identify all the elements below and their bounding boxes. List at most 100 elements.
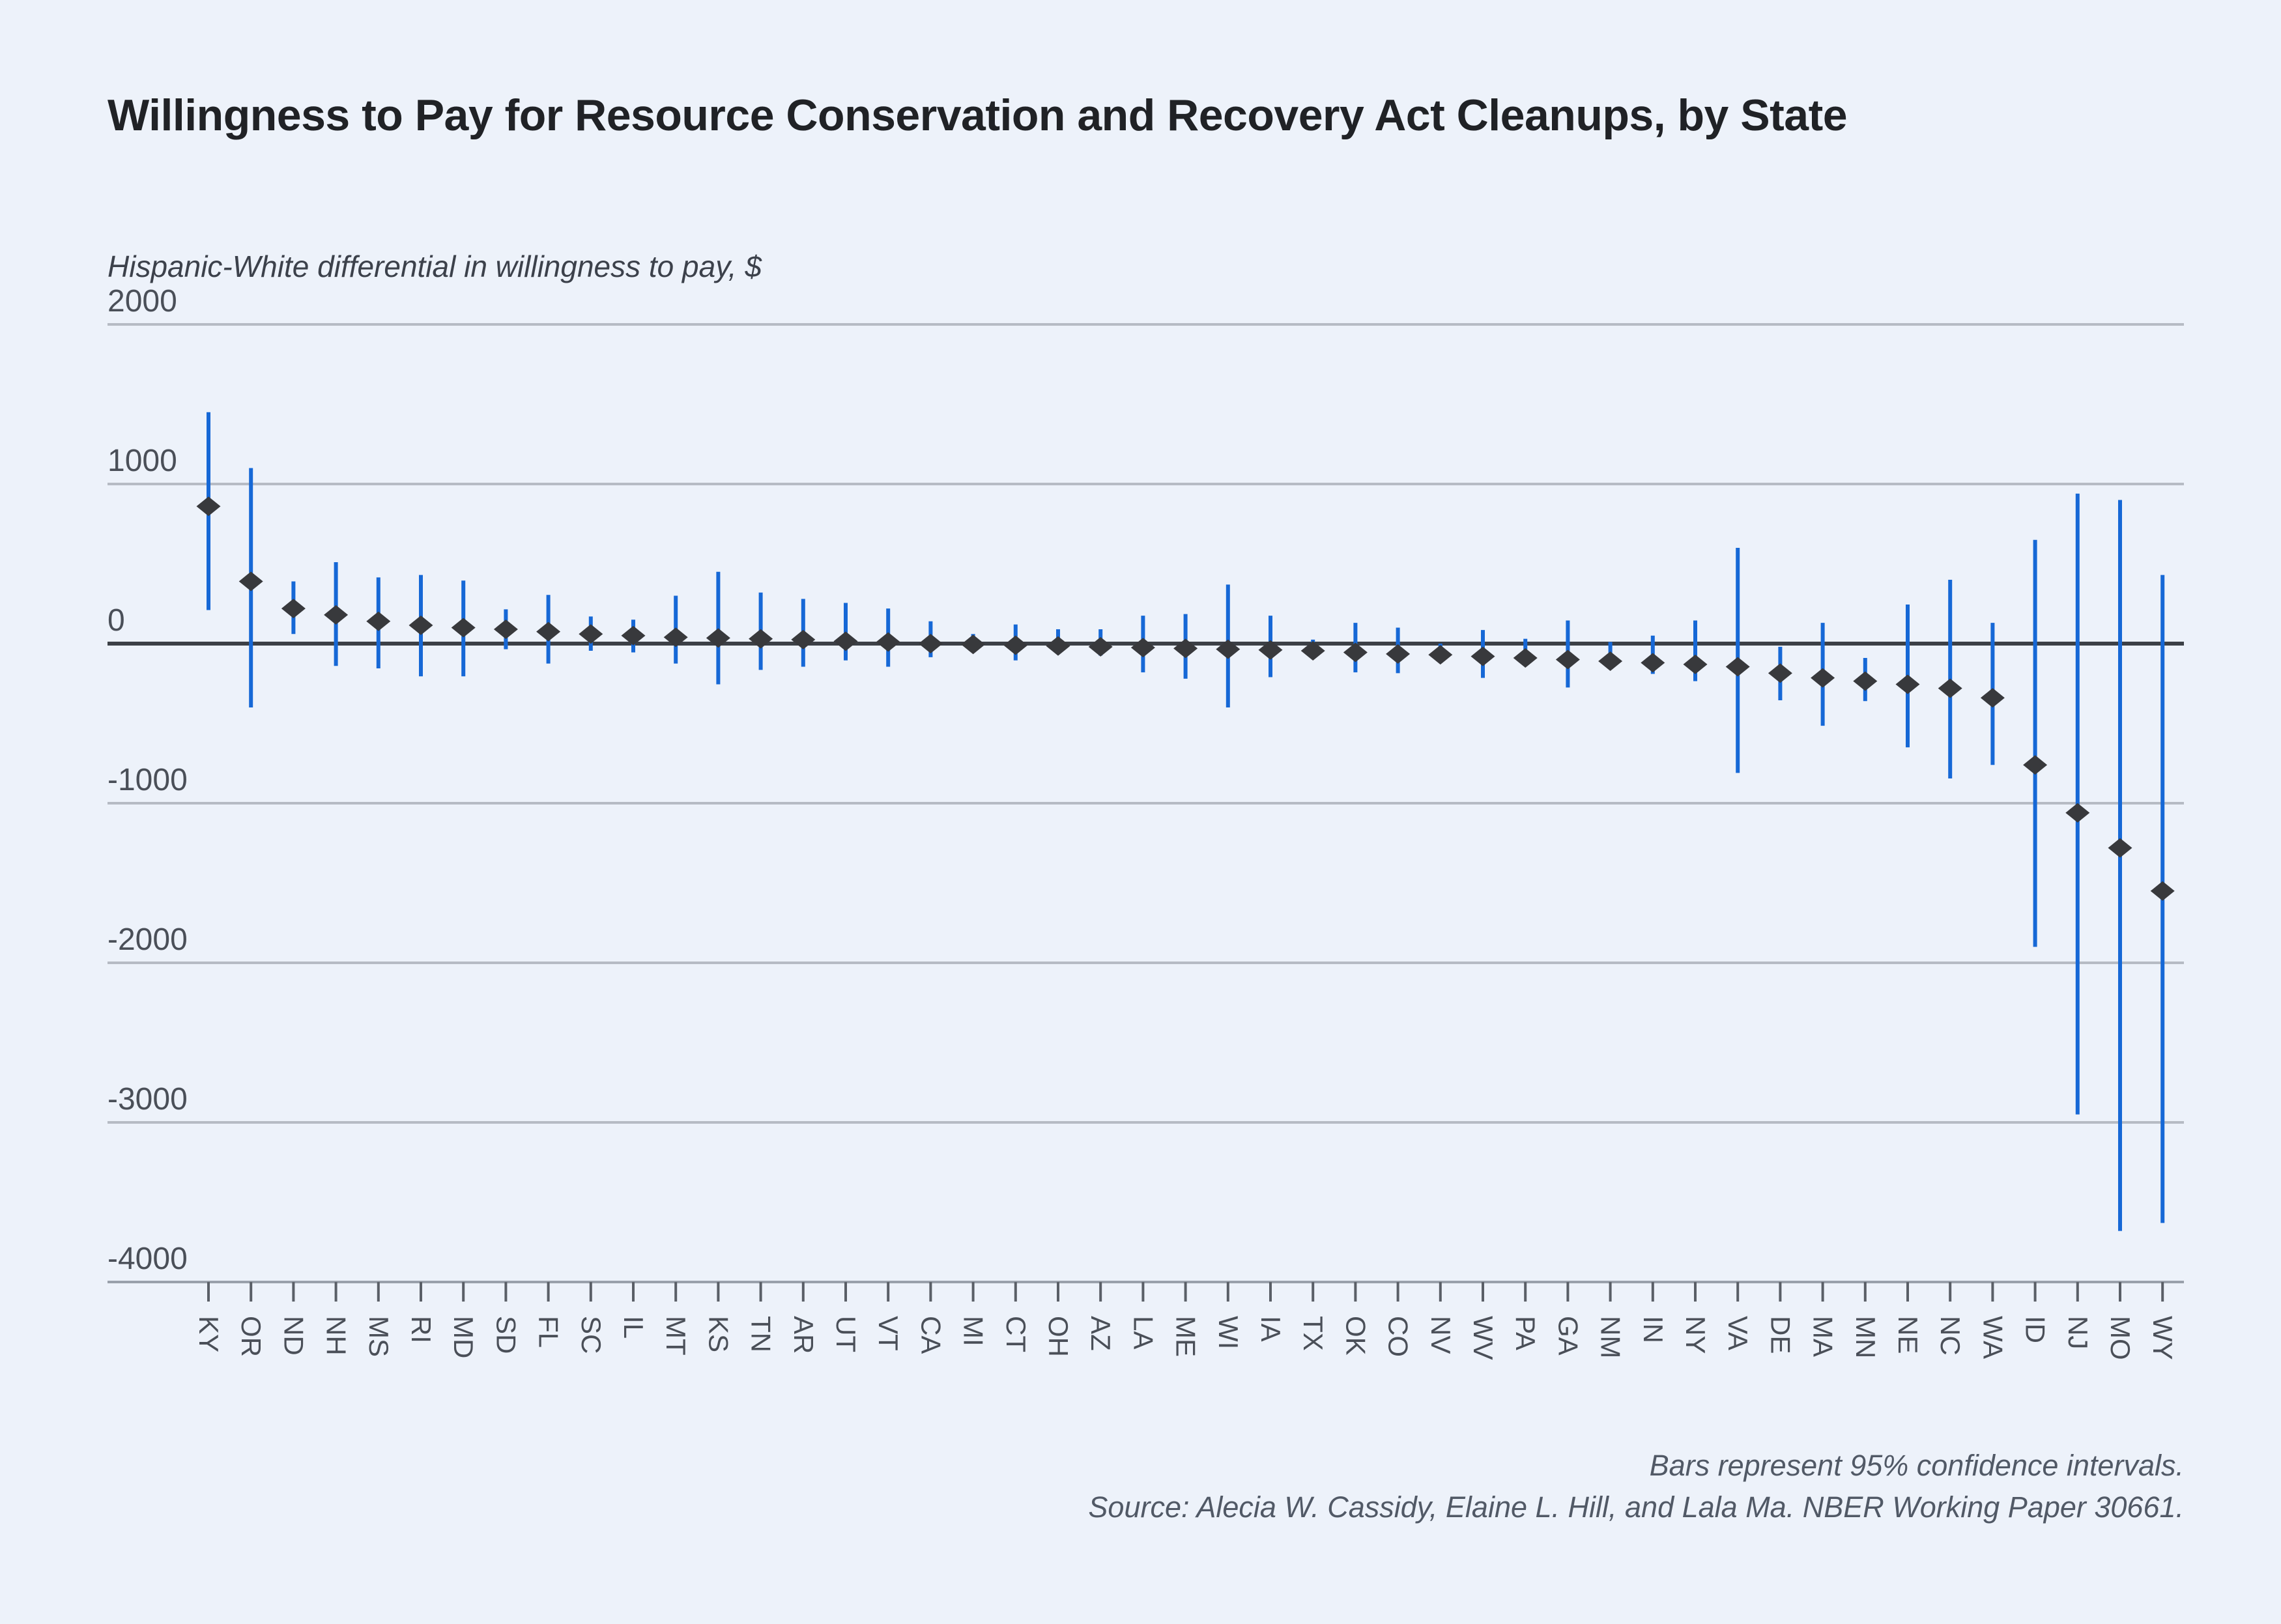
svg-text:NJ: NJ (2063, 1316, 2093, 1349)
svg-text:GA: GA (1553, 1316, 1583, 1356)
point-WA (1980, 688, 2005, 708)
svg-text:TX: TX (1298, 1316, 1328, 1351)
svg-text:NY: NY (1680, 1316, 1711, 1354)
point-AR (791, 629, 816, 649)
point-GA (1555, 649, 1580, 670)
svg-text:RI: RI (406, 1316, 437, 1343)
svg-text:WI: WI (1213, 1316, 1244, 1349)
svg-text:-3000: -3000 (108, 1082, 188, 1117)
svg-text:TN: TN (746, 1316, 777, 1352)
svg-text:-4000: -4000 (108, 1242, 188, 1276)
svg-text:-2000: -2000 (108, 922, 188, 957)
point-ID (2023, 755, 2048, 775)
svg-text:UT: UT (831, 1316, 861, 1352)
chart-notes: Bars represent 95% confidence intervals.… (1088, 1445, 2184, 1528)
svg-text:WV: WV (1468, 1316, 1499, 1360)
svg-text:MN: MN (1850, 1316, 1881, 1358)
point-NJ (2065, 803, 2090, 823)
svg-text:NH: NH (321, 1316, 352, 1356)
svg-text:SD: SD (491, 1316, 521, 1354)
chart-title: Willingness to Pay for Resource Conserva… (108, 91, 1848, 140)
svg-text:1000: 1000 (108, 444, 177, 478)
point-VA (1725, 657, 1750, 677)
point-PA (1513, 648, 1538, 668)
svg-text:VA: VA (1723, 1316, 1753, 1350)
point-OH (1046, 636, 1070, 656)
point-NE (1895, 674, 1920, 694)
point-MI (961, 634, 986, 655)
svg-text:AR: AR (788, 1316, 819, 1354)
svg-text:KS: KS (703, 1316, 734, 1352)
point-DE (1768, 663, 1792, 683)
svg-text:LA: LA (1128, 1316, 1158, 1349)
point-CO (1386, 644, 1411, 664)
point-CA (918, 634, 943, 653)
point-ND (281, 599, 306, 619)
point-IL (621, 625, 646, 646)
point-MA (1811, 668, 1835, 688)
svg-text:ME: ME (1171, 1316, 1201, 1357)
point-WI (1216, 639, 1241, 659)
point-VT (876, 632, 900, 652)
point-SD (493, 619, 518, 639)
svg-text:KY: KY (194, 1316, 224, 1352)
point-OK (1343, 642, 1368, 662)
svg-text:IN: IN (1638, 1316, 1669, 1343)
point-LA (1130, 638, 1155, 658)
svg-text:CT: CT (1001, 1316, 1031, 1352)
svg-text:NM: NM (1596, 1316, 1626, 1358)
svg-text:MI: MI (958, 1316, 989, 1346)
point-TX (1300, 641, 1325, 661)
svg-text:VT: VT (873, 1316, 904, 1351)
svg-text:ID: ID (2020, 1316, 2051, 1343)
svg-text:NC: NC (1935, 1316, 1966, 1356)
point-FL (536, 621, 561, 642)
svg-text:DE: DE (1765, 1316, 1796, 1354)
note-confidence-intervals: Bars represent 95% confidence intervals. (1649, 1449, 2184, 1482)
svg-text:CA: CA (915, 1316, 946, 1354)
point-CT (1003, 635, 1028, 655)
svg-text:SC: SC (576, 1316, 607, 1354)
svg-text:MS: MS (364, 1316, 394, 1357)
point-UT (833, 631, 858, 651)
svg-text:IL: IL (618, 1316, 649, 1339)
point-WV (1470, 646, 1495, 666)
svg-text:OR: OR (236, 1316, 266, 1357)
point-MN (1853, 671, 1878, 691)
point-IA (1258, 640, 1283, 660)
point-MO (2108, 838, 2132, 858)
point-AZ (1088, 636, 1113, 657)
point-KS (706, 628, 730, 648)
svg-text:NE: NE (1893, 1316, 1923, 1354)
point-TN (749, 629, 773, 649)
point-IN (1641, 653, 1665, 673)
chart-y-axis-caption: Hispanic-White differential in willingne… (108, 249, 762, 283)
svg-text:MT: MT (661, 1316, 691, 1356)
svg-text:MD: MD (448, 1316, 479, 1358)
svg-text:IA: IA (1255, 1316, 1286, 1342)
svg-text:NV: NV (1426, 1316, 1456, 1354)
svg-text:OK: OK (1340, 1316, 1371, 1356)
point-NY (1683, 654, 1708, 674)
note-source: Source: Alecia W. Cassidy, Elaine L. Hil… (1088, 1490, 2184, 1524)
svg-text:MO: MO (2105, 1316, 2136, 1360)
point-OR (238, 571, 263, 591)
svg-text:WA: WA (1977, 1316, 2008, 1359)
point-ME (1173, 638, 1198, 659)
point-NC (1938, 678, 1962, 698)
point-MT (663, 627, 688, 648)
point-WY (2150, 881, 2175, 901)
point-SC (579, 624, 603, 644)
svg-text:0: 0 (108, 603, 125, 638)
svg-text:ND: ND (278, 1316, 309, 1356)
point-NM (1598, 651, 1623, 671)
point-NH (324, 605, 349, 625)
svg-text:CO: CO (1383, 1316, 1414, 1357)
svg-text:AZ: AZ (1085, 1316, 1116, 1351)
point-KY (196, 496, 221, 517)
svg-text:WY: WY (2147, 1316, 2178, 1360)
svg-text:-1000: -1000 (108, 763, 188, 797)
svg-text:OH: OH (1043, 1316, 1074, 1357)
